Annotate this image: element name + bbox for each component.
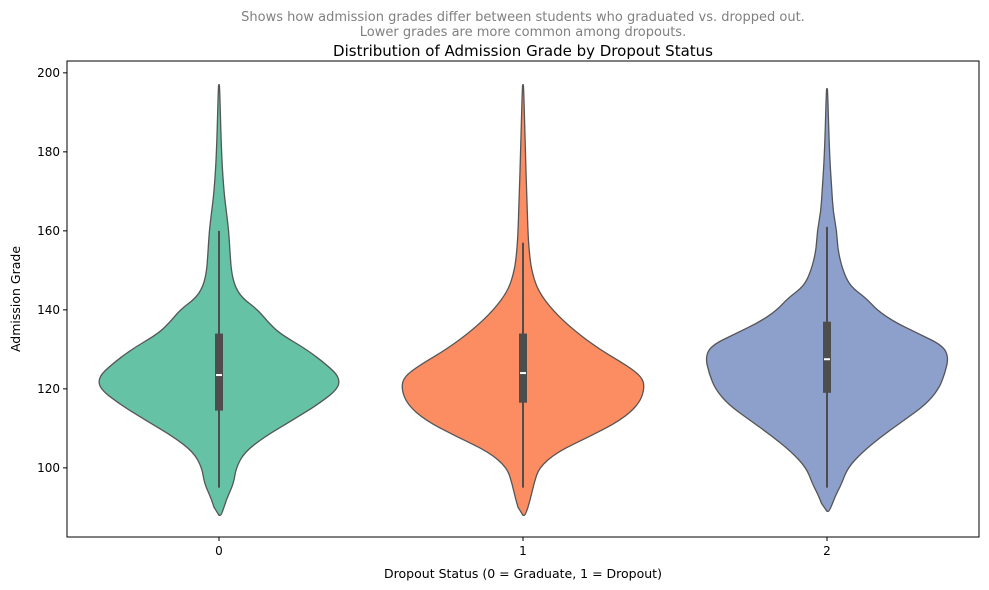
y-tick-label: 140	[37, 303, 60, 317]
y-tick-label: 120	[37, 382, 60, 396]
y-tick-label: 200	[37, 66, 60, 80]
y-axis: 100 120 140 160 180 200	[37, 66, 67, 475]
chart-title: Distribution of Admission Grade by Dropo…	[333, 42, 713, 60]
y-axis-label: Admission Grade	[8, 246, 23, 352]
plot-area	[98, 84, 949, 516]
x-tick-label: 1	[519, 544, 527, 558]
x-axis-label: Dropout Status (0 = Graduate, 1 = Dropou…	[384, 566, 662, 581]
x-axis: 0 1 2	[215, 537, 831, 558]
y-tick-label: 100	[37, 461, 60, 475]
violin-iqr-box-0	[215, 333, 223, 411]
y-tick-label: 180	[37, 145, 60, 159]
x-tick-label: 2	[823, 544, 831, 558]
y-tick-label: 160	[37, 224, 60, 238]
violin-iqr-box-2	[823, 321, 831, 393]
chart-subtitle-line-2: Lower grades are more common among dropo…	[360, 25, 686, 40]
violin-iqr-box-1	[519, 333, 527, 403]
x-tick-label: 0	[215, 544, 223, 558]
chart-subtitle-line-1: Shows how admission grades differ betwee…	[241, 10, 805, 25]
